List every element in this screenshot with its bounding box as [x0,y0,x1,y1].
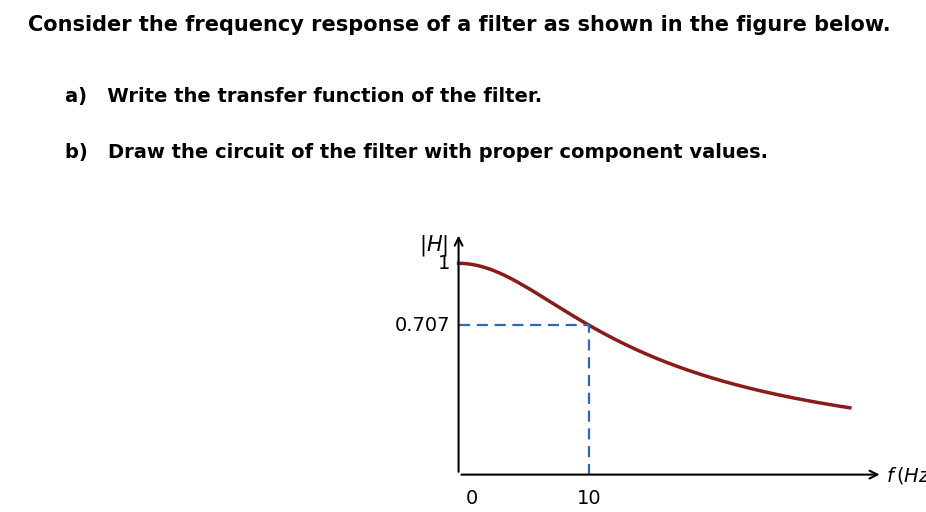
Text: 0.707: 0.707 [395,316,451,335]
Text: a)   Write the transfer function of the filter.: a) Write the transfer function of the fi… [65,87,542,106]
Text: Consider the frequency response of a filter as shown in the figure below.: Consider the frequency response of a fil… [28,15,891,35]
Text: b)   Draw the circuit of the filter with proper component values.: b) Draw the circuit of the filter with p… [65,143,768,162]
Text: $|H|$: $|H|$ [419,233,448,258]
Text: 10: 10 [577,489,601,508]
Text: 0: 0 [466,489,478,508]
Text: 1: 1 [438,254,451,273]
Text: $f\,(Hz)$: $f\,(Hz)$ [886,465,926,486]
